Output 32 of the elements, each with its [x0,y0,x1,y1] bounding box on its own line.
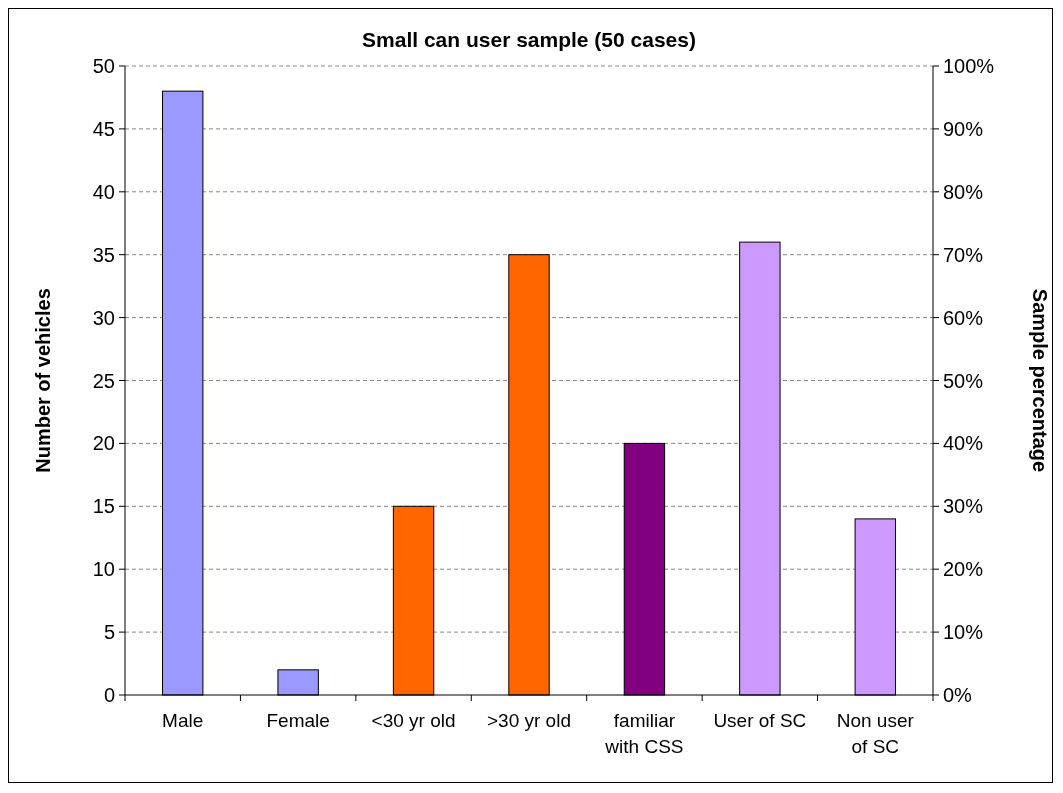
y2-tick-label: 100% [943,55,995,77]
y-tick-label: 40 [92,180,115,203]
chart-title: Small can user sample (50 cases) [362,28,696,51]
y-tick-label: 35 [92,243,115,266]
y-tick-label: 30 [92,306,115,329]
x-tick-label: familiar with CSS [604,710,684,757]
y2-tick-label: 30% [943,495,984,518]
y-tick-label: 5 [103,621,115,644]
x-tick-label: User of SC [713,710,807,731]
y2-tick-label: 80% [943,180,984,203]
y2-tick-label: 90% [943,117,984,140]
y2-tick-label: 70% [943,243,984,266]
y-tick-label: 50 [92,55,115,77]
x-tick-label: Female [266,710,330,731]
y2-tick-label: 50% [943,369,984,392]
y-axis-title: Number of vehicles [32,288,54,473]
y2-axis-title: Sample percentage [1029,288,1051,473]
x-tick-label: Non user of SC [836,710,915,757]
x-tick-label: <30 yr old [371,710,456,731]
x-tick-label: Male [162,710,204,731]
y2-tick-label: 60% [943,306,984,329]
y-tick-label: 10 [92,558,115,581]
y-tick-label: 0 [103,684,115,706]
y2-tick-label: 40% [943,432,984,455]
y-tick-label: 20 [92,432,115,455]
y-tick-label: 45 [92,117,115,140]
y2-tick-label: 10% [943,621,984,644]
y-tick-label: 15 [92,495,115,518]
y2-tick-label: 0% [943,684,973,706]
y-tick-label: 25 [92,369,115,392]
x-tick-label: >30 yr old [487,710,571,731]
y2-tick-label: 20% [943,558,984,581]
